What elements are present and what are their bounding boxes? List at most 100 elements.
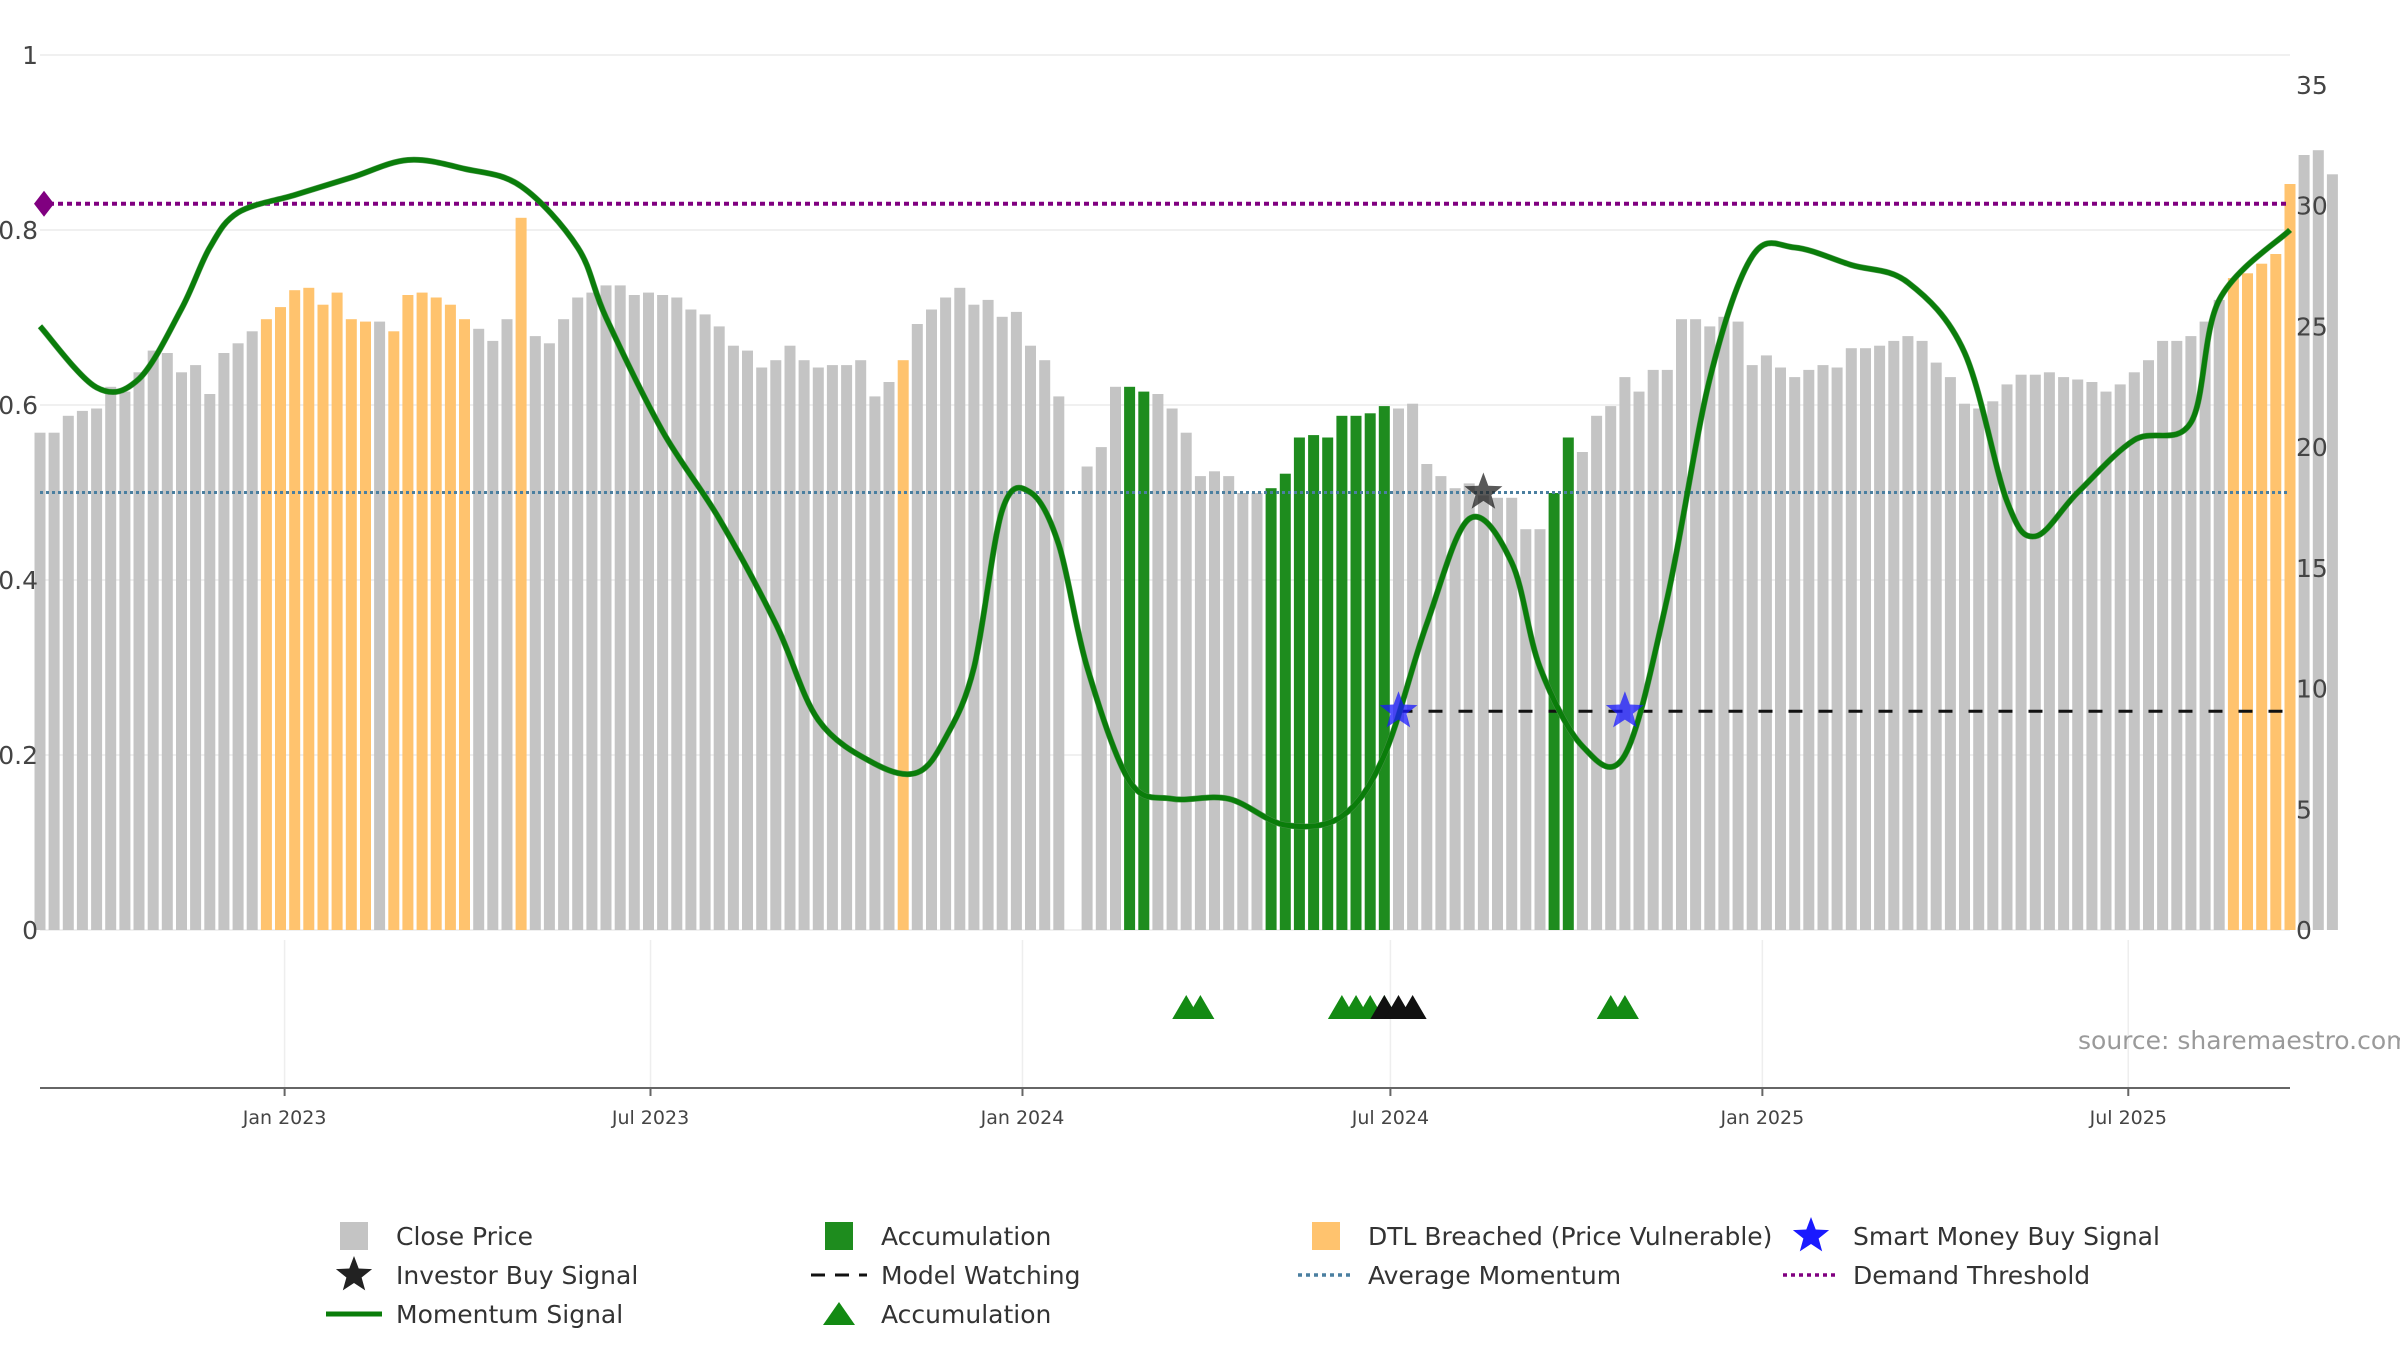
legend-swatch-dtl-breached [1312,1222,1340,1250]
axes [40,1087,2290,1096]
close-price-bar [798,360,810,930]
accumulation-bar [1364,413,1376,930]
close-price-bar [614,285,626,930]
close-price-bar [1930,362,1942,931]
close-price-bar [1704,326,1716,930]
dtl-breached-bar [459,319,470,930]
legend-label: Smart Money Buy Signal [1853,1222,2160,1251]
legend-label: Investor Buy Signal [396,1261,638,1290]
close-price-bar [982,299,994,930]
close-price-bar [2312,150,2324,930]
dtl-breached-bar [388,331,400,930]
close-price-bar [1789,377,1801,931]
accumulation-bar [1378,406,1390,931]
close-price-bar [940,297,952,930]
momentum-signal-line [37,156,2293,830]
y-right-tick-label: 25 [2296,312,2328,341]
close-price-bar [572,297,584,930]
close-price-bar [2072,379,2084,930]
close-price-bar [968,304,980,930]
close-price-bar [643,292,654,931]
legend-label: Model Watching [881,1261,1081,1290]
close-price-bar [2128,372,2140,930]
x-tick-label: Jul 2023 [611,1107,689,1129]
legend-label: Demand Threshold [1853,1261,2090,1290]
y-right-tick-label: 10 [2296,675,2328,704]
close-price-bar [91,408,103,930]
close-price-bar [218,353,230,930]
signal-markers [1379,472,1644,728]
close-price-bar [855,360,867,930]
close-price-bar [2043,372,2055,930]
close-price-bar [1732,321,1744,931]
dtl-breached-bar [317,304,329,930]
close-price-bar [1817,365,1829,931]
accumulation-bar [1265,488,1277,930]
close-price-bar [374,321,386,931]
dtl-breached-bar [2284,184,2296,930]
close-price-bar [1690,319,1702,930]
legend-label: Momentum Signal [396,1300,623,1329]
close-price-bar [2298,155,2310,930]
close-price-bar [2015,374,2027,930]
close-price-bar [105,386,117,930]
close-price-bar [1421,464,1433,930]
close-price-bar [883,382,895,930]
close-price-bar [1874,345,1886,930]
close-price-bar [543,343,555,930]
close-price-bar [1775,367,1786,930]
close-price-bar [133,372,145,930]
dtl-breached-bar [303,287,315,930]
close-price-bar [954,287,966,930]
close-price-bar [62,415,74,930]
close-price-bar [756,367,768,930]
close-price-bar [2058,377,2070,931]
close-price-bar [1025,345,1036,930]
close-price-bar [586,292,598,931]
y-left-tick-label: 1 [22,41,38,70]
accumulation-bar [1562,437,1574,930]
close-price-bar [1010,311,1022,930]
close-price-bar [1463,483,1475,930]
close-price-bar [34,432,46,930]
accumulation-bar [1124,386,1136,930]
dtl-breached-bar [402,295,414,930]
close-price-bar [1661,369,1673,930]
close-price-bar [1944,377,1956,931]
x-tick-label: Jan 2023 [242,1107,327,1129]
close-price-bar [1803,369,1815,930]
accumulation-bar [1138,391,1150,931]
reference-lines [34,190,2290,713]
close-price-bar [246,331,258,930]
close-price-bar [784,345,796,930]
y-right-tick-label: 20 [2296,433,2328,462]
dtl-breached-bar [2256,263,2268,930]
dtl-breached-bar [260,319,272,930]
close-price-bar [770,360,782,930]
close-price-bar [1676,319,1687,930]
close-price-bar [1718,316,1730,930]
dtl-breached-bar [2227,278,2239,931]
close-price-bar [501,319,513,930]
dtl-breached-bar [345,319,357,930]
close-price-bar [841,365,853,931]
close-price-bar [926,309,937,930]
accumulation-marker-dark [1398,995,1427,1019]
close-price-bar [76,410,88,930]
close-price-bar [1393,408,1404,930]
close-price-bar [2100,391,2112,931]
legend-swatch-accumulation [825,1222,853,1250]
close-price-bar [1194,476,1206,930]
close-price-bar [232,343,244,930]
close-price-bar [685,309,697,930]
dtl-breached-bar [444,304,456,930]
close-price-bar [869,396,881,930]
close-price-bar [2185,336,2197,931]
close-price-bar [2213,299,2225,930]
dtl-breached-bar [416,292,428,931]
close-price-bar [1619,377,1631,931]
close-price-bar [1435,476,1447,930]
close-price-bar [1081,466,1093,930]
close-price-bar [1477,495,1489,930]
